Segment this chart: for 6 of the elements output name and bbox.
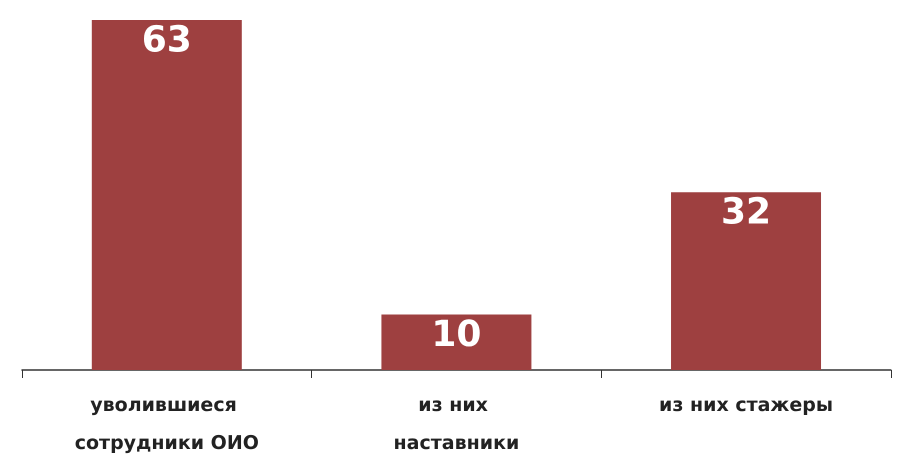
- data-label: 10: [431, 314, 482, 355]
- data-label: 32: [720, 192, 772, 233]
- data-label: 63: [142, 20, 192, 60]
- x-tick-label: из них стажеры: [659, 394, 834, 416]
- x-tick-label: уволившиеся сотрудники ОИО: [74, 394, 259, 454]
- x-tick-label: из них наставники: [394, 394, 520, 454]
